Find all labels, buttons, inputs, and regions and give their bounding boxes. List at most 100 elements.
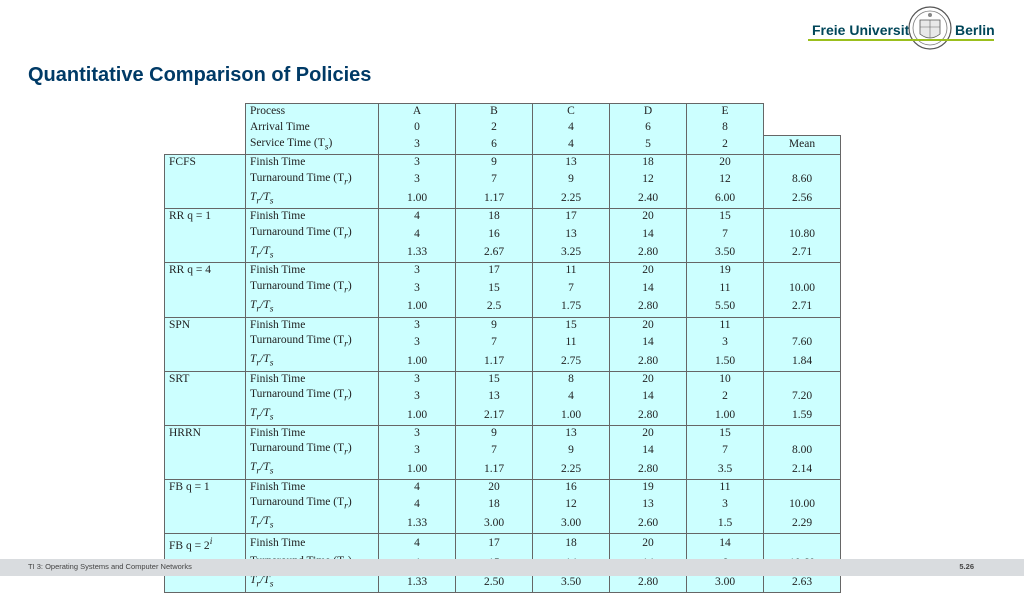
ratio-tr: T	[250, 406, 257, 419]
mean-value-cell: 1.84	[763, 351, 841, 372]
label-subscript: r	[344, 230, 348, 242]
value-cell: 4	[378, 532, 456, 555]
header-value-cell: D	[609, 103, 687, 120]
mean-value-cell: 7.60	[763, 333, 841, 352]
value-cell: 3	[378, 170, 456, 190]
ratio-tr: T	[250, 461, 257, 474]
mean-value-cell	[763, 478, 841, 496]
policy-name: FCFS	[164, 154, 246, 171]
value-cell: 20	[609, 262, 687, 279]
value-cell: 15	[686, 424, 764, 442]
policy-row: Turnaround Time (Tr) 4 18 12 13 3 10.00	[164, 495, 841, 515]
ratio-tr: T	[250, 190, 257, 203]
value-cell: 7	[455, 441, 533, 461]
value-cell: 18	[455, 208, 533, 225]
policy-row: RR q = 4 Finish Time 3 17 11 20 19	[164, 262, 841, 279]
value-cell: 7	[686, 224, 764, 244]
value-cell: 13	[609, 495, 687, 515]
value-cell: 15	[455, 370, 533, 388]
value-cell: 14	[609, 278, 687, 298]
label-subscript: r	[344, 392, 348, 404]
footer-bar: TI 3: Operating Systems and Computer Net…	[0, 559, 1024, 576]
footer-page-number: 5.26	[959, 562, 974, 571]
logo-underline	[808, 39, 994, 41]
comparison-table-wrapper: Process A B C D E Arrival Time 0 2 4 6 8 Service Tim…	[164, 103, 841, 593]
mean-value-cell: 1.59	[763, 405, 841, 426]
policy-row: SRT Finish Time 3 15 8 20 10	[164, 370, 841, 388]
row-label: Turnaround Time (Tr)	[245, 224, 379, 244]
comparison-table: Process A B C D E Arrival Time 0 2 4 6 8 Service Tim…	[164, 103, 841, 593]
value-cell: 3	[378, 370, 456, 388]
value-cell: 15	[455, 278, 533, 298]
ratio-tr-sub: r	[256, 357, 261, 369]
ratio-ts: /T	[260, 352, 270, 365]
policy-name-text: RR q = 4	[169, 264, 211, 277]
value-cell: 3.5	[686, 460, 764, 480]
row-label: Finish Time	[245, 262, 379, 279]
footer-course: TI 3: Operating Systems and Computer Net…	[28, 562, 192, 571]
ratio-tr: T	[250, 298, 257, 311]
logo-text-right: Berlin	[955, 22, 995, 38]
row-label: Finish Time	[245, 208, 379, 225]
value-cell: 11	[532, 333, 610, 352]
label-text: Turnaround Time (T	[250, 334, 345, 347]
row-label: Finish Time	[245, 316, 379, 334]
header-row: Service Time (Ts) 3 6 4 5 2 Mean	[165, 134, 841, 155]
value-cell: 2.80	[609, 297, 687, 318]
value-cell: 4	[532, 387, 610, 406]
label-text: Turnaround Time (T	[250, 496, 345, 509]
ratio-ts-sub: s	[269, 411, 274, 423]
comparison-table-body: Process A B C D E Arrival Time 0 2 4 6 8 Service Tim…	[164, 103, 841, 593]
policy-row: Tr/Ts 1.00 1.17 2.75 2.80 1.50 1.84	[164, 351, 841, 372]
ratio-tr-sub: r	[256, 248, 261, 260]
value-cell: 13	[455, 387, 533, 406]
ratio-tr: T	[250, 515, 257, 528]
policy-row: Tr/Ts 1.00 2.5 1.75 2.80 5.50 2.71	[164, 297, 841, 318]
policy-name: FB q = 1	[164, 478, 246, 496]
value-cell: 17	[532, 208, 610, 225]
policy-name-spacer	[164, 351, 246, 372]
value-cell: 13	[532, 224, 610, 244]
value-cell: 2.80	[609, 351, 687, 372]
ratio-ts: /T	[260, 298, 270, 311]
value-cell: 9	[532, 441, 610, 461]
value-cell: 2.80	[609, 405, 687, 426]
value-cell: 7	[532, 278, 610, 298]
value-cell: 7	[455, 170, 533, 190]
header-empty-cell	[764, 104, 841, 120]
row-label: Tr/Ts	[245, 351, 379, 372]
mean-header: Mean	[763, 134, 841, 155]
policy-row: Tr/Ts 1.00 1.17 2.25 2.80 3.5 2.14	[164, 460, 841, 480]
policy-name: SPN	[164, 316, 246, 334]
header-empty-cell	[165, 120, 246, 136]
value-cell: 11	[686, 316, 764, 334]
policy-name-text: SRT	[169, 372, 190, 385]
policy-name-text: SPN	[169, 318, 191, 331]
value-cell: 1.00	[378, 189, 456, 210]
row-label: Turnaround Time (Tr)	[245, 441, 379, 461]
label-subscript: r	[344, 338, 348, 350]
university-logo: Freie Universität Berlin	[808, 4, 995, 54]
label-text: Turnaround Time (T	[250, 442, 345, 455]
row-label: Tr/Ts	[245, 460, 379, 480]
value-cell: 13	[532, 424, 610, 442]
value-cell: 20	[609, 208, 687, 225]
value-cell: 1.00	[378, 405, 456, 426]
row-label: Finish Time	[245, 370, 379, 388]
header-row: Arrival Time 0 2 4 6 8	[165, 119, 841, 136]
ratio-ts: /T	[260, 244, 270, 257]
header-value-cell: B	[455, 103, 533, 120]
value-cell: 9	[455, 316, 533, 334]
ratio-ts: /T	[260, 406, 270, 419]
value-cell: 3	[378, 333, 456, 352]
value-cell: 14	[609, 387, 687, 406]
header-label-cell: Service Time (Ts)	[245, 135, 379, 155]
policy-name-text: HRRN	[169, 426, 201, 439]
policy-name-spacer	[164, 460, 246, 480]
value-cell: 18	[455, 495, 533, 515]
value-cell: 3	[378, 278, 456, 298]
value-cell: 1.33	[378, 514, 456, 534]
value-cell: 1.75	[532, 297, 610, 318]
header-label-cell: Arrival Time	[245, 119, 379, 136]
row-label: Turnaround Time (Tr)	[245, 495, 379, 515]
